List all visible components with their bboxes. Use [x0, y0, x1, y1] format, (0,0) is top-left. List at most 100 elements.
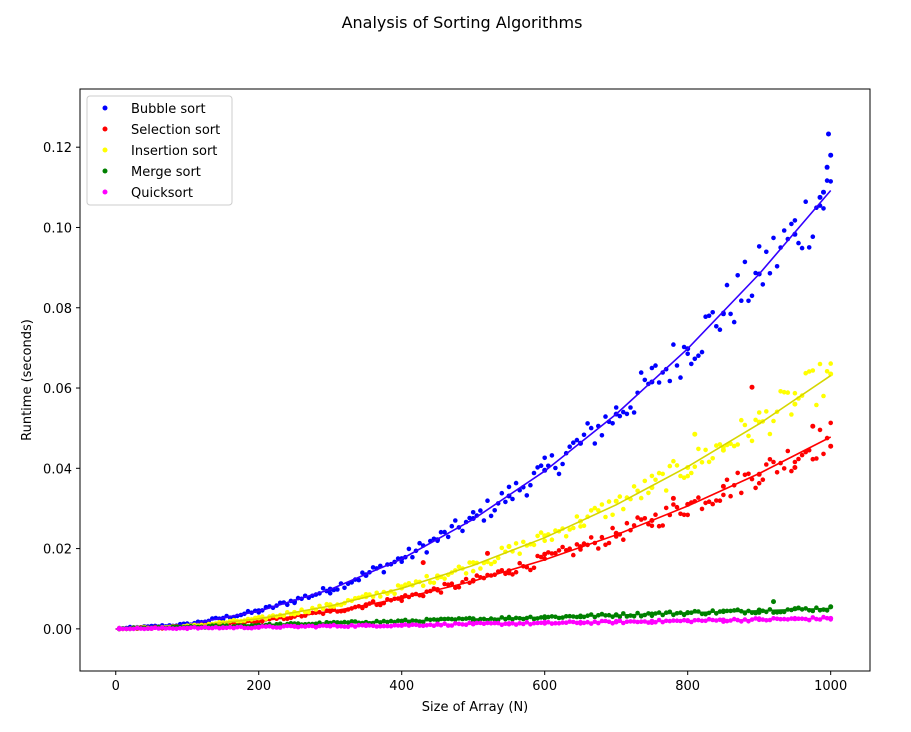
- bubble-sort-point: [442, 529, 447, 535]
- insertion-sort-point: [821, 393, 826, 399]
- bubble-sort-point: [449, 523, 455, 529]
- insertion-sort-point: [792, 390, 798, 396]
- bubble-sort-point: [485, 498, 490, 504]
- insertion-sort-point: [731, 443, 737, 449]
- insertion-sort-point: [506, 544, 512, 550]
- bubble-sort-point: [560, 461, 565, 467]
- insertion-sort-point: [660, 471, 665, 477]
- bubble-sort-point: [824, 164, 830, 170]
- bubble-sort-point: [553, 465, 558, 471]
- insertion-sort-point: [824, 369, 830, 374]
- selection-sort-point: [581, 541, 587, 546]
- insertion-sort-point: [714, 443, 719, 448]
- selection-sort-point: [438, 590, 444, 595]
- bubble-sort-point: [685, 351, 690, 357]
- y-axis: 0.00 0.02 0.04 0.06 0.08 0.10 0.12: [43, 141, 80, 638]
- insertion-sort-point: [806, 369, 812, 374]
- bubble-sort-point: [692, 356, 698, 362]
- bubble-sort-point: [621, 409, 626, 415]
- insertion-sort-point: [456, 564, 462, 570]
- merge-sort-point: [771, 599, 776, 605]
- insertion-sort-point: [642, 478, 648, 484]
- bubble-sort-point: [717, 327, 723, 333]
- insertion-sort-point: [656, 470, 662, 476]
- bubble-sort-point: [642, 377, 648, 383]
- insertion-sort-point: [742, 422, 748, 428]
- insertion-sort-point: [581, 523, 587, 528]
- insertion-sort-point: [653, 477, 658, 483]
- bubble-sort-point: [724, 282, 730, 288]
- insertion-sort-point: [828, 371, 834, 377]
- selection-sort-point: [721, 492, 726, 498]
- insertion-sort-point: [574, 514, 580, 519]
- insertion-sort-point: [535, 533, 540, 539]
- selection-sort-point: [789, 468, 794, 474]
- selection-sort-point: [653, 512, 658, 517]
- insertion-sort-point: [467, 560, 472, 565]
- selection-sort-point: [535, 553, 540, 559]
- insertion-sort-point: [420, 583, 426, 588]
- insertion-sort-point: [764, 409, 769, 414]
- bubble-sort-point: [631, 410, 637, 415]
- bubble-sort-point: [588, 425, 594, 431]
- x-tick-label: 400: [389, 679, 414, 694]
- bubble-sort-point: [749, 293, 755, 299]
- bubble-sort-point: [714, 324, 719, 329]
- selection-sort-point: [828, 420, 833, 426]
- selection-sort-point: [456, 584, 462, 590]
- bubble-sort-point: [506, 484, 512, 490]
- insertion-sort-point: [588, 508, 594, 513]
- selection-sort-point: [764, 462, 769, 467]
- insertion-sort-point: [563, 534, 569, 539]
- bubble-sort-point: [535, 465, 540, 470]
- insertion-sort-point: [638, 495, 644, 501]
- insertion-sort-point: [771, 418, 776, 424]
- selection-sort-point: [696, 495, 701, 500]
- bubble-sort-point: [767, 271, 773, 276]
- selection-sort-point: [513, 569, 519, 575]
- selection-sort-point: [453, 585, 458, 590]
- insertion-sort-point: [603, 514, 608, 520]
- selection-sort-point: [792, 465, 798, 470]
- selection-sort-point: [538, 554, 544, 560]
- selection-sort-point: [463, 576, 469, 582]
- bubble-sort-point: [731, 319, 737, 325]
- insertion-sort-point: [696, 446, 701, 452]
- insertion-sort-point: [803, 370, 808, 376]
- insertion-sort-point: [567, 527, 572, 532]
- bubble-sort-point: [574, 437, 580, 443]
- selection-sort-point: [485, 550, 490, 556]
- selection-sort-point: [528, 567, 533, 573]
- insertion-sort-point: [739, 417, 744, 423]
- bubble-sort-point: [817, 194, 823, 200]
- bubble-sort-point: [320, 586, 326, 591]
- insertion-sort-point: [706, 459, 712, 465]
- selection-sort-point: [742, 472, 748, 478]
- bubble-sort-point: [335, 587, 340, 592]
- bubble-sort-point: [789, 221, 794, 227]
- insertion-sort-point: [442, 576, 447, 581]
- bubble-sort-point: [628, 405, 633, 410]
- insertion-sort-point: [463, 571, 469, 576]
- insertion-sort-point: [756, 410, 762, 415]
- bubble-sort-point: [417, 540, 422, 546]
- legend-box: [86, 95, 233, 206]
- quicksort-legend-marker: [102, 189, 108, 195]
- bubble-sort-point: [453, 518, 458, 523]
- bubble-sort-point: [826, 131, 831, 137]
- y-tick-label: 0.10: [43, 221, 72, 236]
- bubble-sort-point: [624, 411, 630, 417]
- insertion-sort-point: [606, 499, 612, 504]
- insertion-sort-point: [785, 390, 791, 395]
- selection-sort-point: [821, 451, 826, 457]
- bubble-sort-point: [571, 440, 576, 446]
- selection-sort-point: [553, 550, 558, 556]
- selection-sort-point: [767, 457, 773, 462]
- selection-sort-point: [810, 423, 816, 429]
- selection-sort-point: [717, 498, 723, 504]
- selection-sort-point: [642, 516, 648, 521]
- bubble-sort-point: [528, 482, 533, 488]
- insertion-sort-point: [549, 537, 555, 542]
- bubble-sort-legend-marker: [102, 105, 108, 111]
- bubble-sort-point: [592, 441, 598, 446]
